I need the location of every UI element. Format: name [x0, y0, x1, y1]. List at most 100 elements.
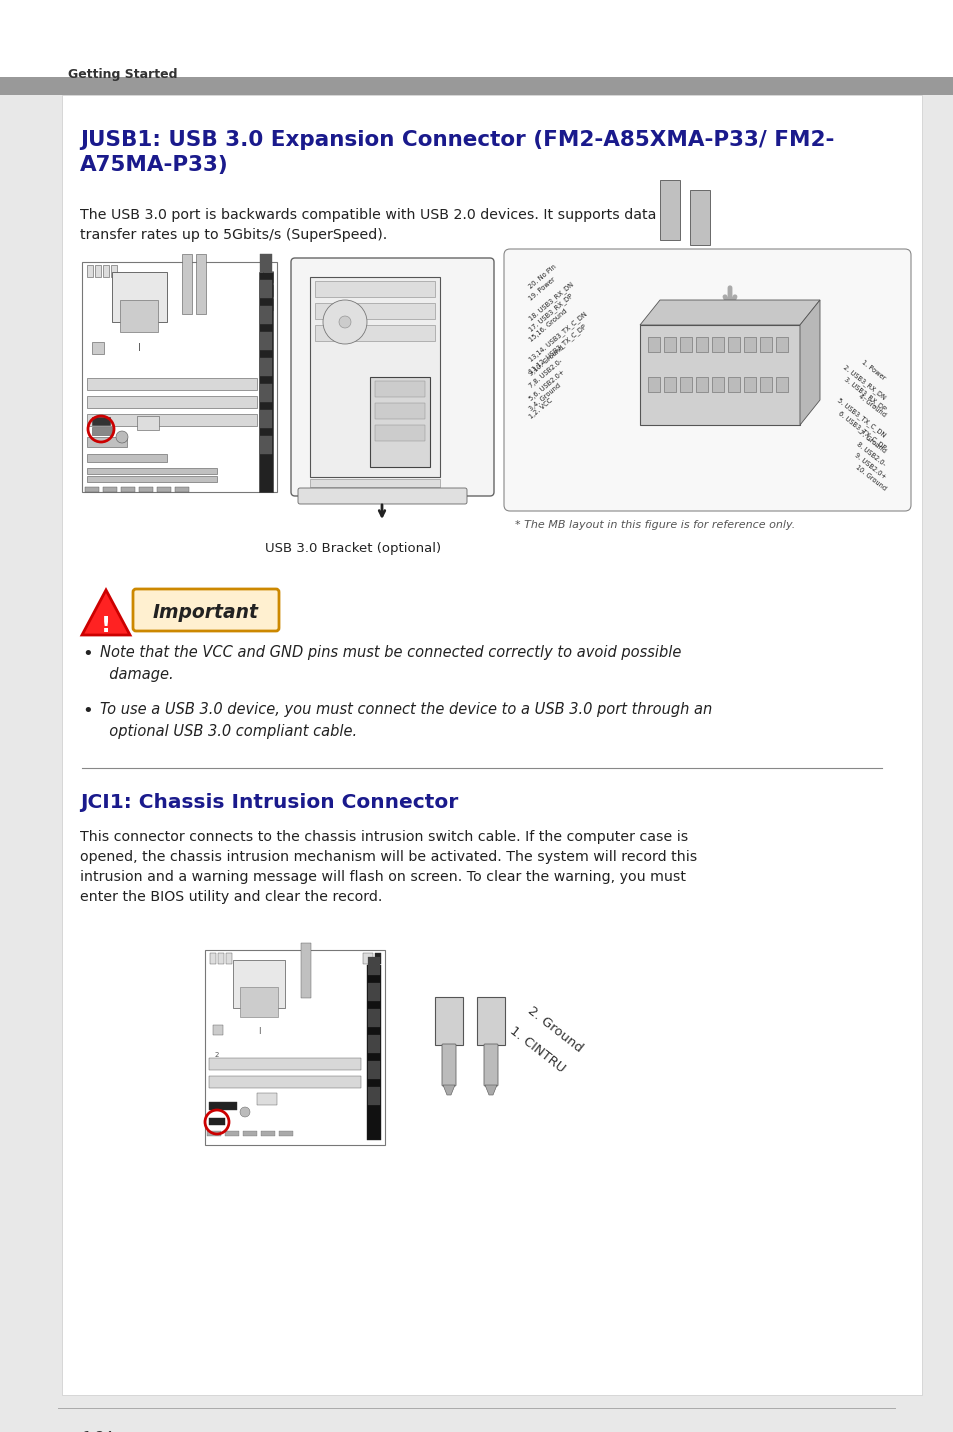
FancyBboxPatch shape [87, 378, 256, 390]
FancyBboxPatch shape [260, 253, 272, 272]
FancyBboxPatch shape [727, 377, 740, 392]
FancyBboxPatch shape [209, 1103, 236, 1110]
Text: I: I [257, 1028, 260, 1037]
Text: 5. USB3_TX_C_DN: 5. USB3_TX_C_DN [835, 397, 886, 440]
FancyBboxPatch shape [111, 265, 117, 276]
FancyBboxPatch shape [476, 997, 504, 1045]
Text: 9,10. Ground: 9,10. Ground [527, 345, 564, 377]
FancyBboxPatch shape [0, 0, 953, 1432]
FancyBboxPatch shape [368, 982, 379, 1001]
FancyBboxPatch shape [120, 299, 158, 332]
FancyBboxPatch shape [121, 487, 135, 493]
FancyBboxPatch shape [314, 325, 435, 341]
FancyBboxPatch shape [368, 1035, 379, 1053]
FancyBboxPatch shape [375, 402, 424, 420]
FancyBboxPatch shape [82, 262, 276, 493]
Text: 20. No Pin: 20. No Pin [527, 263, 558, 291]
FancyBboxPatch shape [647, 377, 659, 392]
Circle shape [338, 316, 351, 328]
Text: * The MB layout in this figure is for reference only.: * The MB layout in this figure is for re… [515, 520, 795, 530]
Polygon shape [82, 590, 130, 634]
Polygon shape [800, 299, 820, 425]
Text: 10. Ground: 10. Ground [853, 464, 886, 491]
FancyBboxPatch shape [218, 954, 224, 964]
FancyBboxPatch shape [760, 337, 771, 352]
Text: 3,4. Ground: 3,4. Ground [527, 382, 561, 412]
FancyBboxPatch shape [91, 417, 110, 425]
FancyBboxPatch shape [363, 954, 373, 964]
FancyBboxPatch shape [310, 478, 439, 487]
FancyBboxPatch shape [370, 377, 430, 467]
FancyBboxPatch shape [256, 1093, 276, 1106]
Text: 9. USB2.0+: 9. USB2.0+ [853, 453, 886, 480]
FancyBboxPatch shape [679, 337, 691, 352]
FancyBboxPatch shape [367, 965, 380, 1140]
FancyBboxPatch shape [291, 258, 494, 495]
FancyBboxPatch shape [157, 487, 171, 493]
FancyBboxPatch shape [0, 0, 953, 80]
Text: •: • [82, 702, 92, 720]
FancyBboxPatch shape [112, 272, 167, 322]
FancyBboxPatch shape [310, 276, 439, 477]
FancyBboxPatch shape [87, 397, 256, 408]
FancyBboxPatch shape [647, 337, 659, 352]
Text: 6. USB3_TX_C_DP: 6. USB3_TX_C_DP [836, 410, 886, 451]
FancyBboxPatch shape [0, 77, 953, 95]
FancyBboxPatch shape [639, 325, 800, 425]
FancyBboxPatch shape [225, 1131, 239, 1136]
Text: 4. Ground: 4. Ground [857, 394, 886, 418]
FancyBboxPatch shape [375, 425, 424, 441]
Text: 2. USB3_RX_DN: 2. USB3_RX_DN [841, 364, 886, 401]
FancyBboxPatch shape [260, 281, 272, 298]
Circle shape [116, 431, 128, 442]
Polygon shape [639, 299, 820, 325]
FancyBboxPatch shape [226, 954, 232, 964]
FancyBboxPatch shape [132, 589, 278, 632]
FancyBboxPatch shape [207, 1131, 221, 1136]
FancyBboxPatch shape [233, 959, 285, 1008]
FancyBboxPatch shape [87, 265, 92, 276]
Text: !: ! [101, 616, 111, 636]
FancyBboxPatch shape [263, 285, 273, 296]
Text: I: I [137, 344, 140, 354]
Text: 13,14. USB3_TX_C_DN: 13,14. USB3_TX_C_DN [527, 311, 588, 364]
Text: 5,6. USB2.0+: 5,6. USB2.0+ [527, 368, 565, 401]
Text: Getting Started: Getting Started [68, 67, 177, 82]
FancyBboxPatch shape [87, 437, 127, 447]
FancyBboxPatch shape [182, 253, 192, 314]
FancyBboxPatch shape [297, 488, 467, 504]
FancyBboxPatch shape [314, 281, 435, 296]
Text: 2: 2 [214, 1053, 219, 1058]
FancyBboxPatch shape [659, 180, 679, 241]
FancyBboxPatch shape [375, 954, 380, 964]
Text: 3. USB3_RX_DP: 3. USB3_RX_DP [841, 375, 886, 412]
FancyBboxPatch shape [301, 944, 311, 998]
FancyBboxPatch shape [103, 487, 117, 493]
FancyBboxPatch shape [87, 475, 216, 483]
Text: 1. Power: 1. Power [860, 359, 886, 381]
FancyBboxPatch shape [743, 337, 755, 352]
FancyBboxPatch shape [205, 949, 385, 1146]
Text: 2. Ground: 2. Ground [524, 1005, 584, 1055]
FancyBboxPatch shape [209, 1075, 360, 1088]
FancyBboxPatch shape [663, 377, 676, 392]
FancyBboxPatch shape [210, 954, 215, 964]
FancyBboxPatch shape [213, 1025, 223, 1035]
FancyBboxPatch shape [775, 377, 787, 392]
FancyBboxPatch shape [240, 987, 277, 1017]
FancyBboxPatch shape [483, 1044, 497, 1085]
Text: This connector connects to the chassis intrusion switch cable. If the computer c: This connector connects to the chassis i… [80, 831, 697, 904]
FancyBboxPatch shape [91, 342, 104, 354]
Text: 8. USB2.0-: 8. USB2.0- [855, 441, 886, 467]
FancyBboxPatch shape [263, 271, 273, 282]
Text: 1. CINTRU: 1. CINTRU [506, 1024, 567, 1075]
FancyBboxPatch shape [727, 337, 740, 352]
Polygon shape [484, 1085, 497, 1095]
Text: Note that the VCC and GND pins must be connected correctly to avoid possible
  d: Note that the VCC and GND pins must be c… [100, 644, 680, 682]
FancyBboxPatch shape [62, 95, 921, 1395]
FancyBboxPatch shape [260, 384, 272, 402]
Text: 11,12. USB3_TX_C_DP: 11,12. USB3_TX_C_DP [527, 324, 588, 375]
FancyBboxPatch shape [85, 487, 99, 493]
Text: The USB 3.0 port is backwards compatible with USB 2.0 devices. It supports data
: The USB 3.0 port is backwards compatible… [80, 208, 656, 242]
FancyBboxPatch shape [195, 253, 206, 314]
